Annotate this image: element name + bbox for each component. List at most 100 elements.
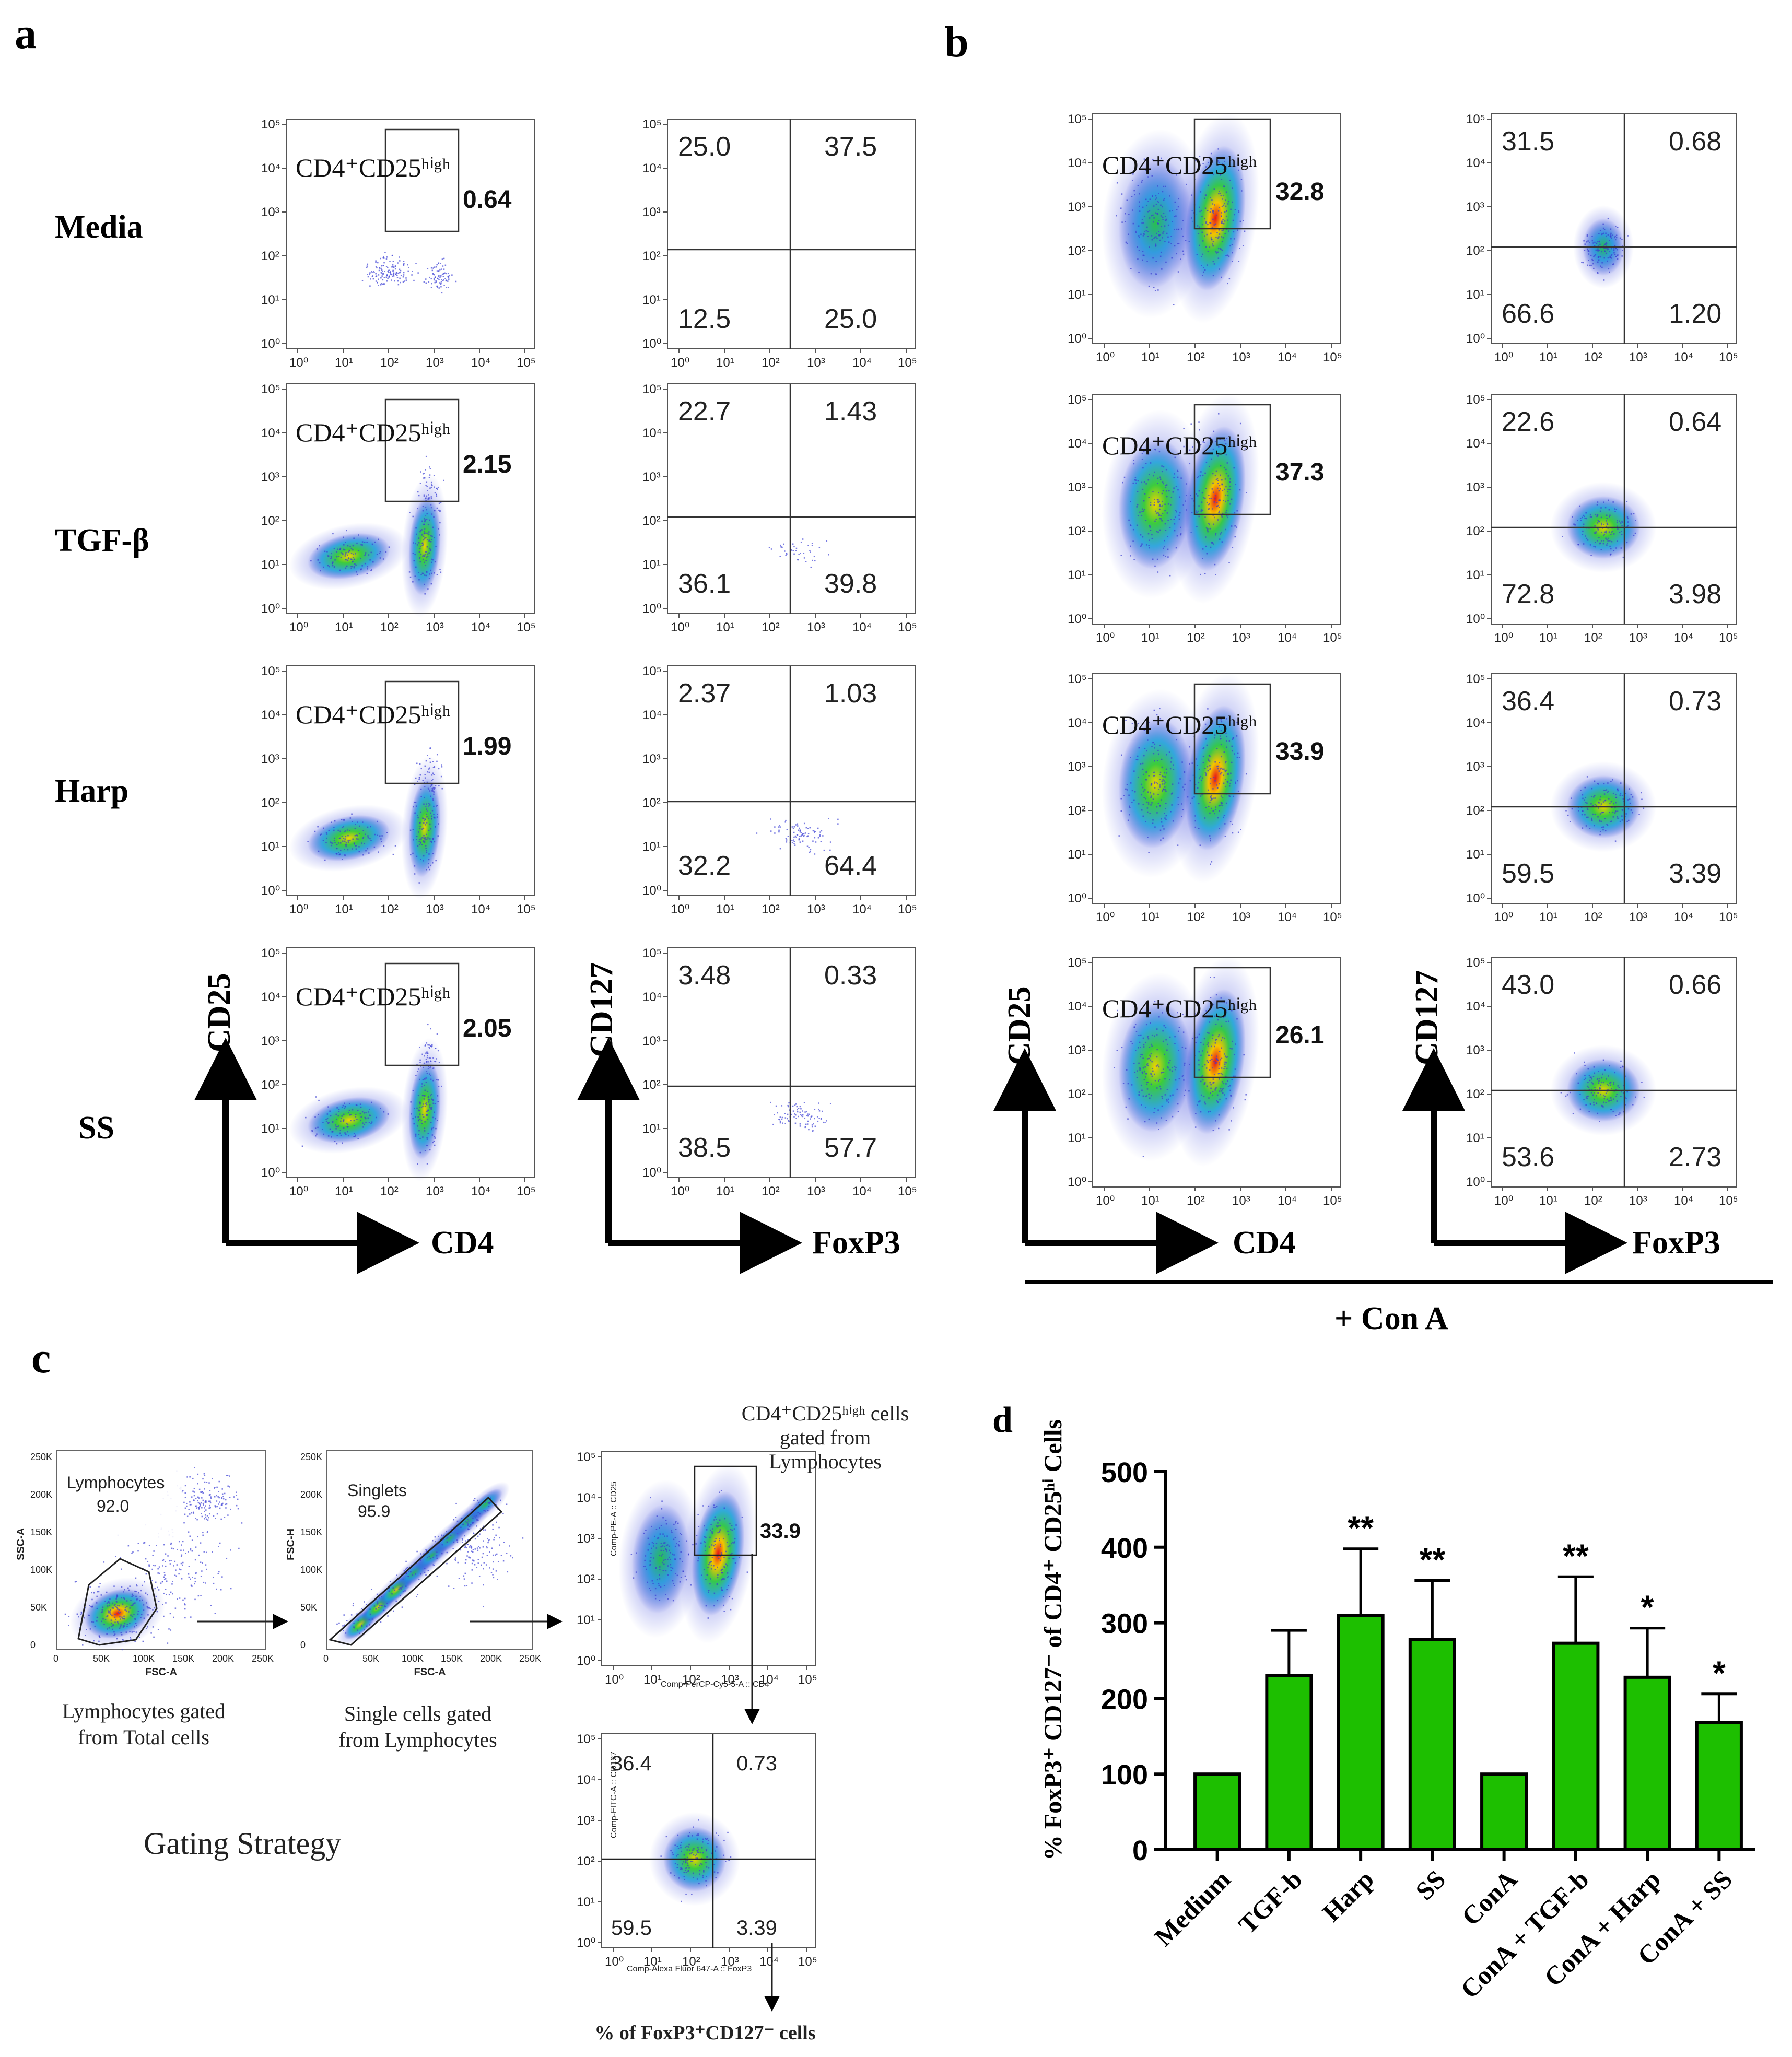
event-dot [1145, 1073, 1146, 1075]
event-dot [665, 1548, 667, 1550]
event-dot [1224, 1037, 1225, 1039]
event-dot [376, 554, 378, 555]
event-dot [1225, 511, 1227, 513]
event-dot [424, 1096, 426, 1097]
event-dot [1138, 1094, 1140, 1095]
event-dot [429, 474, 431, 476]
event-dot [1607, 527, 1609, 529]
event-dot [1596, 1102, 1597, 1104]
event-dot [1190, 802, 1191, 804]
event-dot [1211, 1054, 1213, 1056]
event-dot [408, 571, 411, 573]
event-dot [429, 519, 430, 521]
event-dot [1602, 801, 1604, 803]
event-dot [125, 1631, 127, 1633]
x-tick-label: 10⁴ [1278, 350, 1297, 365]
event-dot [392, 261, 394, 262]
event-dot [1610, 236, 1612, 238]
event-dot [1233, 231, 1235, 233]
event-dot [1603, 524, 1604, 525]
event-dot [1602, 527, 1603, 529]
event-dot [1594, 532, 1596, 534]
event-dot [218, 1480, 220, 1483]
event-dot [165, 1553, 167, 1555]
y-tick-label: 10³ [642, 752, 661, 766]
event-dot [1601, 522, 1602, 524]
event-dot [464, 1562, 466, 1564]
event-dot [1609, 251, 1611, 252]
event-dot [430, 1108, 432, 1110]
event-dot [1590, 1076, 1592, 1078]
event-dot [147, 1626, 148, 1628]
event-dot [1156, 531, 1158, 533]
event-dot [792, 1105, 794, 1107]
event-dot [369, 1608, 371, 1610]
event-dot [335, 1124, 337, 1126]
event-dot [1207, 770, 1209, 772]
event-dot [1223, 731, 1225, 733]
event-dot [135, 1591, 137, 1593]
event-dot [344, 849, 345, 850]
event-dot [1157, 185, 1158, 187]
event-dot [487, 1542, 489, 1544]
event-dot [653, 1545, 654, 1547]
event-dot [116, 1594, 118, 1596]
event-dot [1164, 786, 1166, 788]
event-dot [665, 1594, 666, 1595]
event-dot [466, 1544, 469, 1545]
event-dot [1167, 556, 1169, 558]
event-dot [671, 1530, 672, 1532]
event-dot [1209, 756, 1211, 758]
event-dot [1151, 534, 1153, 536]
event-dot [226, 1475, 228, 1476]
event-dot [1197, 765, 1198, 766]
event-dot [389, 261, 391, 262]
event-dot [425, 507, 427, 508]
quadrant-lower-right: 3.98 [1669, 579, 1721, 609]
event-dot [430, 504, 432, 506]
event-dot [1225, 771, 1226, 773]
event-dot [1225, 528, 1226, 531]
event-dot [1621, 1091, 1622, 1093]
event-dot [1183, 428, 1185, 429]
event-dot [1579, 518, 1582, 519]
event-dot [1217, 248, 1220, 250]
event-dot [432, 1564, 434, 1566]
event-dot [198, 1497, 200, 1499]
event-dot [322, 1129, 323, 1130]
event-dot [1128, 794, 1130, 796]
event-dot [151, 1580, 153, 1581]
event-dot [108, 1610, 110, 1612]
event-dot [1146, 1073, 1147, 1075]
event-dot [1603, 1101, 1604, 1103]
event-dot [347, 840, 349, 842]
event-dot [156, 1545, 157, 1546]
event-dot [664, 1535, 665, 1537]
event-dot [659, 1578, 661, 1580]
event-dot [1223, 1002, 1225, 1004]
event-dot [194, 1583, 195, 1585]
event-dot [1155, 195, 1157, 197]
event-dot [394, 266, 396, 267]
event-dot [787, 1104, 789, 1107]
event-dot [1609, 1082, 1611, 1084]
x-tick-label: 10² [682, 1673, 700, 1687]
event-dot [795, 550, 797, 551]
event-dot [391, 266, 393, 268]
event-dot [1598, 259, 1600, 261]
event-dot [1226, 515, 1227, 517]
y-tick-label: 10⁵ [642, 664, 662, 678]
event-dot [423, 834, 425, 837]
event-dot [1153, 287, 1155, 288]
event-dot [344, 1132, 346, 1134]
event-dot [112, 1602, 113, 1604]
event-dot [1150, 1022, 1151, 1024]
density-cloud [1185, 989, 1246, 1134]
event-dot [1598, 241, 1600, 243]
event-dot [326, 837, 327, 839]
event-dot [1599, 1121, 1600, 1122]
event-dot [361, 541, 364, 543]
event-dot [489, 1551, 490, 1553]
event-dot [1625, 1104, 1626, 1106]
